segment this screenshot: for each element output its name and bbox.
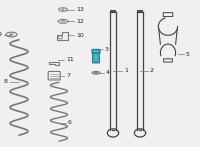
Text: 6: 6 (68, 120, 72, 125)
Text: 12: 12 (76, 19, 84, 24)
Text: 5: 5 (186, 52, 190, 57)
FancyBboxPatch shape (93, 52, 99, 63)
Text: 10: 10 (76, 33, 84, 38)
Text: 7: 7 (66, 73, 70, 78)
Text: 11: 11 (66, 57, 74, 62)
Text: 9: 9 (0, 32, 2, 37)
Text: 2: 2 (150, 68, 154, 73)
FancyBboxPatch shape (92, 49, 100, 53)
Text: 4: 4 (106, 70, 110, 75)
Text: 1: 1 (124, 68, 128, 73)
Text: 3: 3 (105, 47, 109, 52)
Text: 13: 13 (76, 7, 84, 12)
Text: 8: 8 (4, 79, 8, 84)
